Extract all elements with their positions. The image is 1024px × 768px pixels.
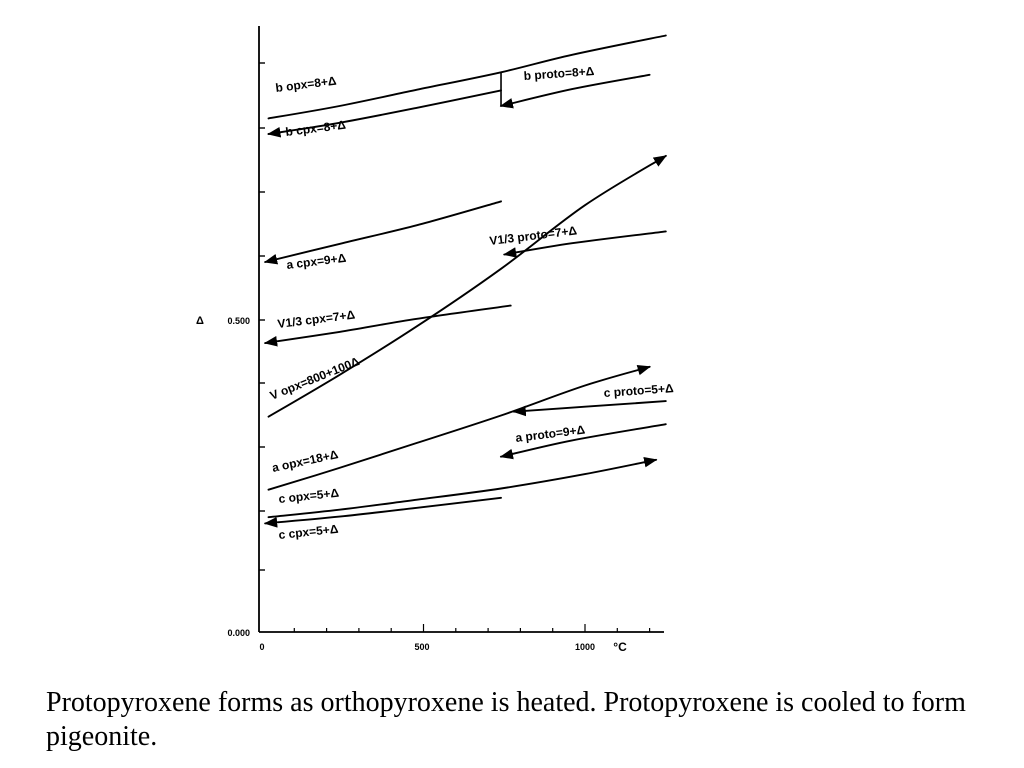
label-c-cpx: c cpx=5+Δ xyxy=(278,522,340,542)
x-unit-label: °C xyxy=(613,640,627,654)
series-line-1 xyxy=(499,73,651,109)
x-tick-label-1000: 1000 xyxy=(575,642,595,652)
label-c-proto: c proto=5+Δ xyxy=(603,381,674,400)
label-v-cpx: V1/3 cpx=7+Δ xyxy=(277,308,357,331)
y-tick-label-0500: 0.500 xyxy=(227,316,250,326)
series-line-9 xyxy=(499,423,667,460)
label-b-cpx: b cpx=8+Δ xyxy=(285,118,347,139)
series-line-4 xyxy=(502,230,667,258)
y-tick-label-0: 0.000 xyxy=(227,628,250,638)
label-b-proto: b proto=8+Δ xyxy=(523,64,595,83)
series-line-0 xyxy=(267,34,667,120)
series-line-10 xyxy=(267,456,658,519)
figure-caption: Protopyroxene forms as orthopyroxene is … xyxy=(46,687,966,752)
label-c-opx: c opx=5+Δ xyxy=(278,486,340,506)
label-b-opx: b opx=8+Δ xyxy=(275,74,338,95)
series-line-6 xyxy=(267,154,667,418)
tick-labels: 0 500 1000 °C 0.000 0.500 Δ xyxy=(196,315,627,654)
axes xyxy=(258,26,664,633)
x-tick-label-0: 0 xyxy=(259,642,264,652)
series-line-5 xyxy=(263,304,512,347)
label-v-opx: V opx=800+100Δ xyxy=(268,354,362,403)
series-line-2 xyxy=(267,89,502,138)
series-line-3 xyxy=(263,200,502,265)
minor-ticks xyxy=(259,62,651,632)
series-line-8 xyxy=(267,364,651,491)
pyroxene-lattice-chart: 0 500 1000 °C 0.000 0.500 Δ b opx=8+Δ b … xyxy=(196,26,674,654)
series-group xyxy=(263,34,667,528)
x-tick-label-500: 500 xyxy=(414,642,429,652)
series-line-11 xyxy=(263,496,502,528)
label-a-proto: a proto=9+Δ xyxy=(515,423,587,445)
y-axis-label: Δ xyxy=(196,315,204,327)
series-line-7 xyxy=(512,400,667,417)
